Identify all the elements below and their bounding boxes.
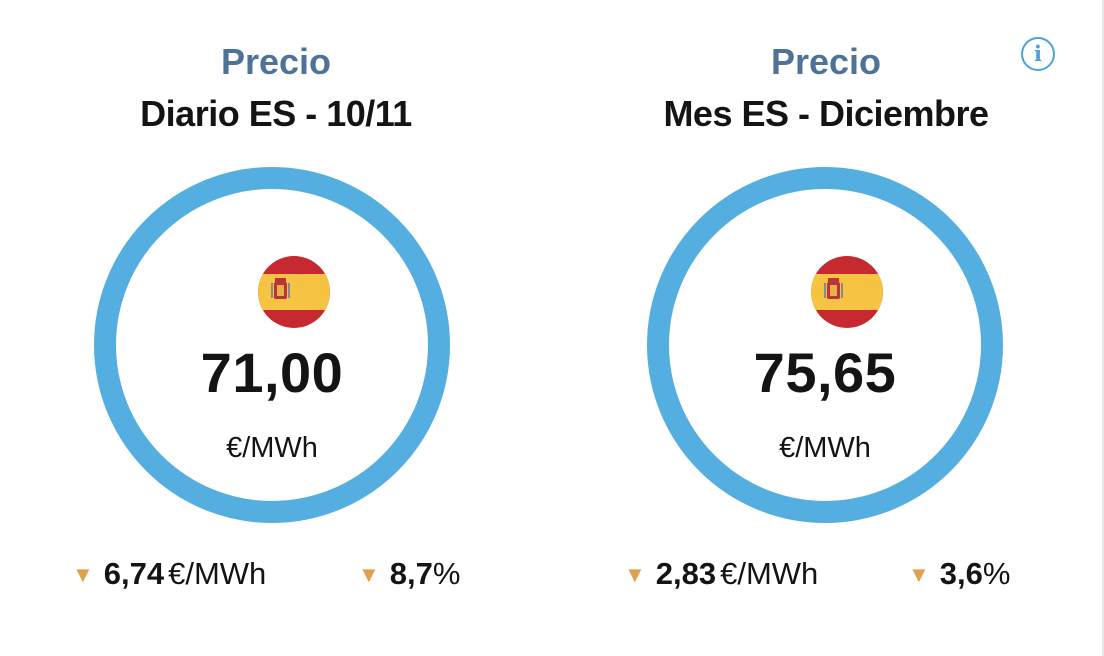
down-arrow-icon: ▼ [72, 562, 94, 587]
monthly-price-panel: Precio Mes ES - Diciembre 75,65 €/MWh ▼ 2… [550, 0, 1102, 656]
percent-change-value: 8,7 [389, 556, 433, 591]
down-arrow-icon: ▼ [908, 562, 930, 587]
panel-subtitle: Diario ES - 10/11 [140, 93, 412, 134]
price-value: 71,00 [200, 341, 344, 404]
daily-price-panel: Precio Diario ES - 10/11 71,00 €/MWh ▼ 6,… [72, 41, 492, 594]
absolute-change-value: 6,74 [103, 556, 165, 591]
price-ring: 71,00 €/MWh [94, 167, 450, 523]
absolute-change-value: 2,83 [655, 556, 717, 591]
absolute-change-unit: €/MWh [720, 556, 819, 591]
price-unit: €/MWh [226, 432, 318, 464]
absolute-change: ▼ 2,83 €/MWh [624, 554, 818, 595]
price-changes: ▼ 2,83 €/MWh ▼ 3,6% [624, 554, 1044, 594]
panel-subtitle: Mes ES - Diciembre [663, 93, 989, 134]
scroll-edge [1102, 0, 1104, 656]
price-value: 75,65 [753, 341, 897, 404]
spain-flag-icon [811, 256, 883, 328]
panel-title: Precio [770, 41, 882, 82]
price-unit: €/MWh [779, 432, 871, 464]
percent-change: ▼ 8,7% [358, 554, 460, 595]
spain-flag-icon [258, 256, 330, 328]
percent-change-unit: % [982, 556, 1011, 591]
down-arrow-icon: ▼ [358, 562, 380, 587]
absolute-change: ▼ 6,74 €/MWh [72, 554, 266, 595]
percent-change-unit: % [432, 556, 461, 591]
percent-change: ▼ 3,6% [908, 554, 1010, 595]
price-changes: ▼ 6,74 €/MWh ▼ 8,7% [72, 554, 492, 594]
info-icon[interactable]: i [1021, 37, 1055, 71]
percent-change-value: 3,6 [939, 556, 983, 591]
price-ring: 75,65 €/MWh [647, 167, 1003, 523]
absolute-change-unit: €/MWh [168, 556, 267, 591]
panel-title: Precio [220, 41, 332, 82]
down-arrow-icon: ▼ [624, 562, 646, 587]
